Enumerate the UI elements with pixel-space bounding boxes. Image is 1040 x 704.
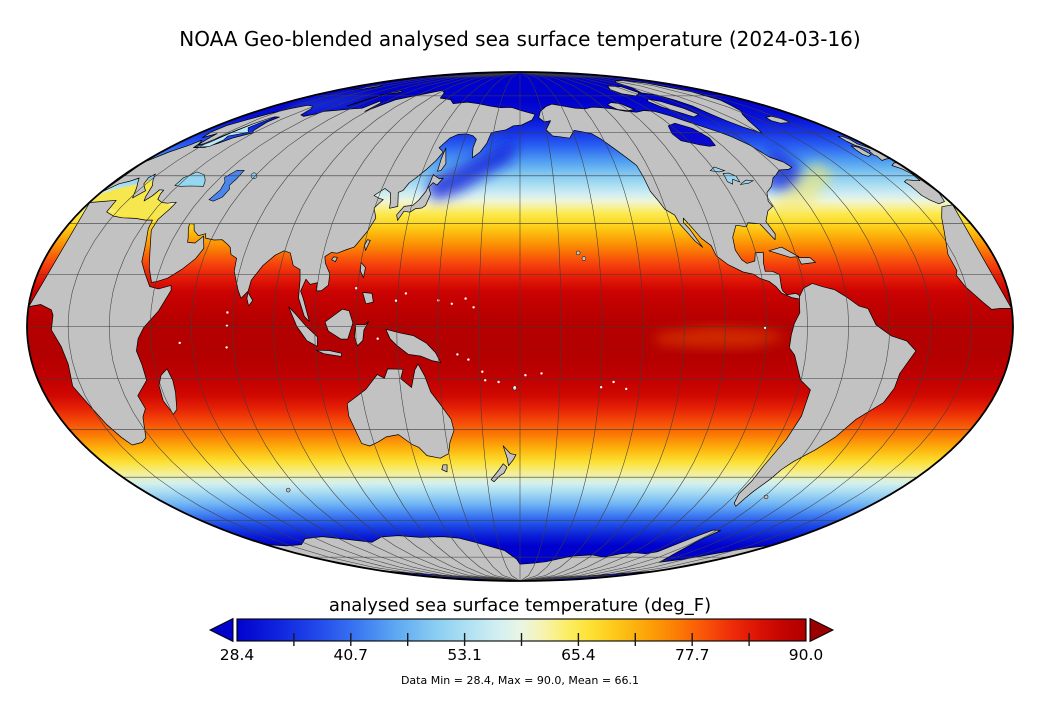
colorbar-tick-label: 90.0	[789, 646, 824, 664]
stats-line: Data Min = 28.4, Max = 90.0, Mean = 66.1	[401, 674, 639, 687]
island-speck	[513, 386, 516, 389]
land-ireland	[850, 145, 872, 157]
island-speck	[484, 379, 487, 382]
island-speck	[450, 302, 453, 305]
land-hainan	[331, 256, 338, 263]
land-sulawesi	[354, 320, 370, 347]
land-victoria	[607, 102, 635, 112]
land-novaya	[346, 90, 403, 107]
land-eurasia	[101, 89, 536, 322]
island-speck	[763, 326, 767, 330]
colorbar-tick-label: 65.4	[561, 646, 596, 664]
land-baffin	[647, 98, 699, 118]
land-iberia	[891, 162, 945, 205]
colorbar-under-arrow	[208, 617, 234, 643]
small-gray-island	[581, 256, 587, 261]
figure-title: NOAA Geo-blended analysed sea surface te…	[179, 27, 860, 51]
land-namerica	[538, 103, 800, 300]
lake-erie-ontario	[739, 179, 755, 185]
land-africa	[28, 199, 172, 446]
land-uk	[837, 135, 890, 161]
island-speck	[225, 346, 228, 349]
graticule-parallels	[27, 95, 1013, 558]
colorbar-label: analysed sea surface temperature (deg_F)	[329, 595, 711, 616]
land-borneo	[324, 308, 354, 340]
island-speck	[540, 372, 543, 375]
equatorial-pacific-cool	[656, 326, 789, 348]
island-speck	[464, 297, 467, 300]
land-luzon	[360, 262, 366, 279]
colorbar-tick-label: 77.7	[675, 646, 710, 664]
island-speck	[456, 353, 459, 356]
oyashio-cold-tongue	[427, 137, 517, 201]
island-speck	[226, 311, 229, 314]
land-sakhalin	[437, 147, 447, 172]
island-speck	[472, 306, 475, 309]
island-speck	[497, 380, 500, 384]
graticule	[27, 72, 1013, 581]
colorbar-tick-label: 53.1	[447, 646, 482, 664]
island-speck	[625, 387, 628, 391]
island-speck	[376, 337, 379, 340]
caspian-sea	[208, 170, 245, 202]
colorbar-ticks	[293, 633, 750, 646]
land-wafrica	[941, 204, 1012, 310]
land-tasmania	[441, 464, 448, 473]
land-cuba	[768, 246, 799, 258]
island-speck	[404, 292, 408, 295]
land-java	[315, 349, 342, 357]
land-mindanao	[362, 292, 374, 305]
island-speck	[524, 374, 527, 377]
small-gray-island	[575, 250, 581, 256]
gulf-stream-warm-tongue	[772, 160, 835, 218]
land-taiwan	[364, 239, 371, 251]
island-speck	[355, 287, 358, 290]
land-srilanka	[246, 292, 254, 307]
land-australia	[346, 363, 455, 459]
colorbar-tick-labels: 28.4 40.7 53.1 65.4 77.7 90.0	[220, 646, 824, 664]
map-outline	[26, 71, 1014, 582]
colorbar-tick-label: 40.7	[334, 646, 369, 664]
small-gray-island	[285, 487, 291, 493]
island-speck	[612, 380, 615, 384]
world-map	[26, 71, 1014, 582]
black-sea	[174, 171, 206, 187]
hudson-bay	[667, 122, 716, 147]
colorbar-over-arrow	[809, 617, 835, 643]
land-japan	[396, 174, 444, 221]
island-speck	[394, 299, 398, 302]
land-samerica	[733, 283, 917, 507]
colorbar: analysed sea surface temperature (deg_F)…	[208, 595, 835, 687]
small-gray-island	[763, 494, 769, 500]
small-islands	[178, 287, 767, 391]
land-newguinea	[385, 328, 441, 363]
island-speck	[178, 341, 181, 345]
land-nz_north	[502, 445, 517, 467]
island-speck	[467, 358, 470, 361]
island-speck	[599, 386, 603, 389]
colorbar-tick-label: 28.4	[220, 646, 255, 664]
land-hispaniola	[797, 257, 816, 265]
island-speck	[481, 370, 484, 373]
land-ellesmere	[607, 85, 640, 97]
